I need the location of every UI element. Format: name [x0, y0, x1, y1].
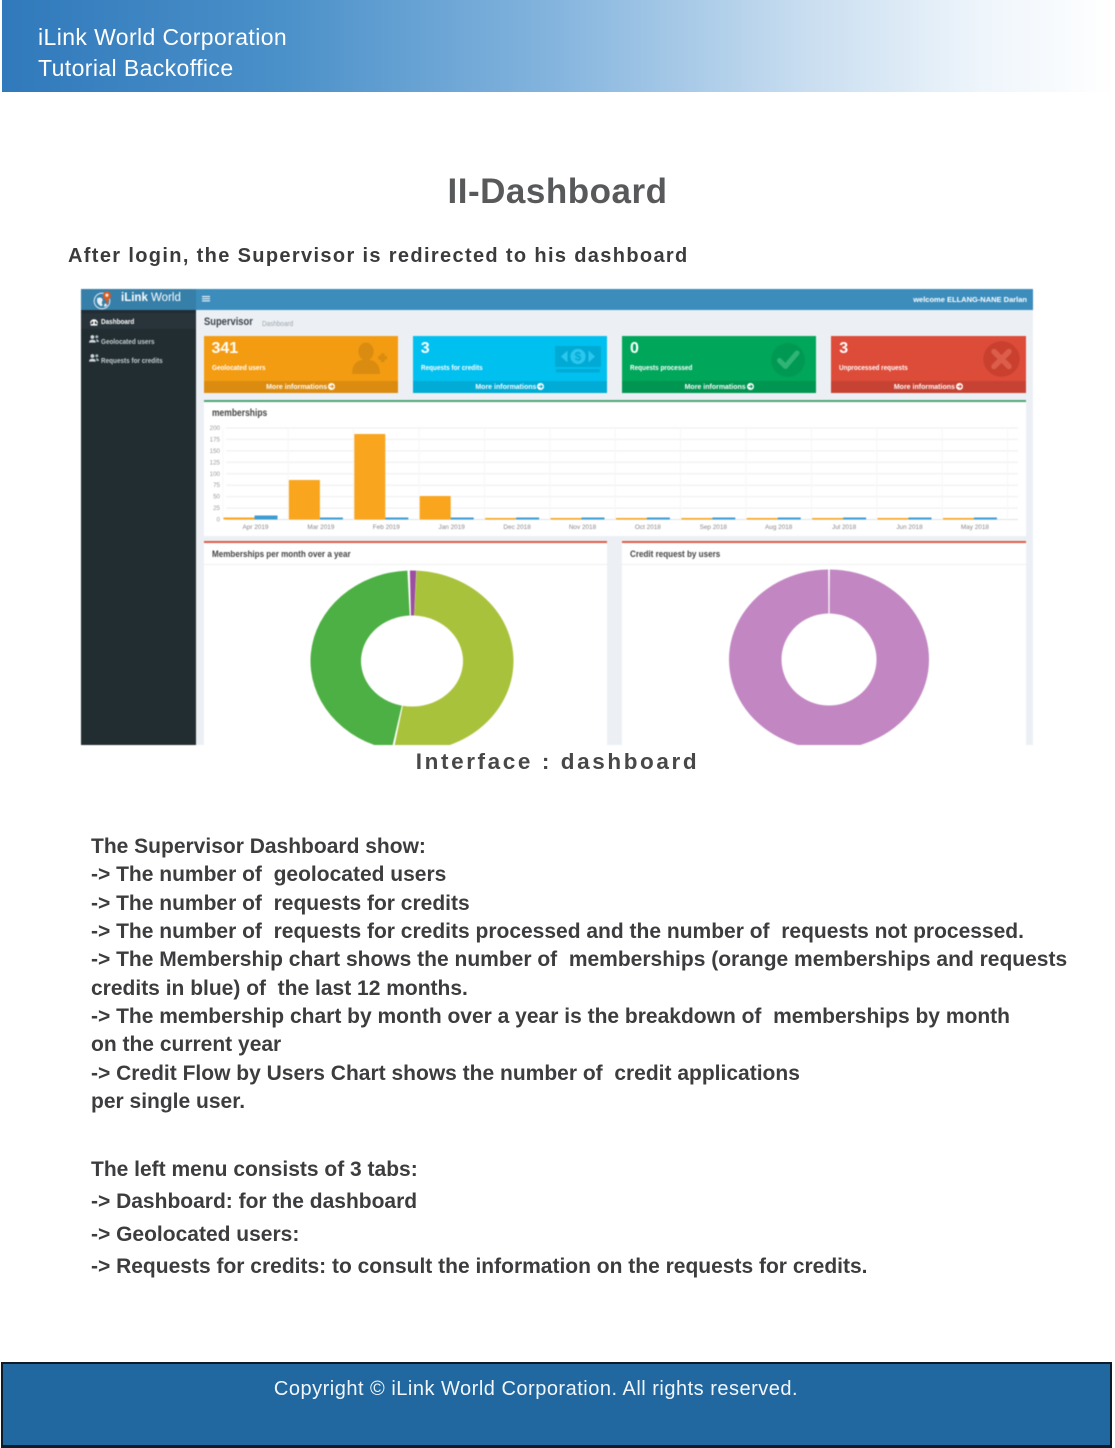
svg-text:Feb 2019: Feb 2019	[372, 524, 399, 531]
svg-text:Aug 2018: Aug 2018	[765, 524, 793, 531]
svg-text:50: 50	[213, 494, 220, 501]
svg-text:$: $	[575, 349, 582, 363]
svg-text:75: 75	[213, 482, 220, 489]
svg-text:125: 125	[209, 459, 220, 466]
svg-text:150: 150	[209, 448, 220, 455]
svg-text:100: 100	[209, 471, 220, 478]
svg-text:Jul 2018: Jul 2018	[832, 524, 857, 531]
svg-text:Oct 2018: Oct 2018	[634, 524, 660, 531]
svg-text:May 2018: May 2018	[960, 524, 989, 531]
svg-text:0: 0	[216, 517, 220, 524]
svg-text:Dec 2018: Dec 2018	[503, 524, 531, 531]
svg-text:25: 25	[213, 505, 220, 512]
svg-text:Jun 2018: Jun 2018	[896, 524, 923, 531]
svg-text:Sep 2018: Sep 2018	[699, 524, 727, 531]
svg-text:Mar 2019: Mar 2019	[307, 524, 334, 531]
svg-text:Apr 2019: Apr 2019	[242, 524, 268, 531]
svg-text:200: 200	[209, 425, 220, 432]
svg-text:Jan 2019: Jan 2019	[438, 524, 465, 531]
svg-text:175: 175	[209, 436, 220, 443]
svg-text:Nov 2018: Nov 2018	[568, 524, 596, 531]
